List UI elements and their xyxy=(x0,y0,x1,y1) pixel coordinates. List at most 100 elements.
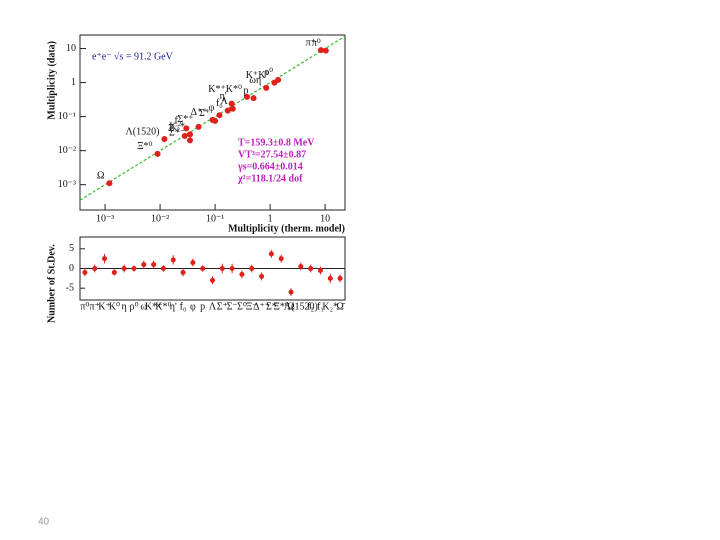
data-point xyxy=(161,135,168,142)
data-point xyxy=(187,131,194,138)
x-tick-label: Ω xyxy=(287,301,294,312)
data-point xyxy=(106,180,113,187)
point-label: Σ*⁺ xyxy=(177,114,193,125)
data-point xyxy=(327,275,333,281)
x-tick-label: Σ⁺ xyxy=(217,301,228,312)
x-tick-label: Σ⁰ xyxy=(237,301,247,312)
data-point xyxy=(190,260,196,266)
x-tick-label: 10⁻³ xyxy=(96,213,114,224)
x-axis-label: Multiplicity (therm. model) xyxy=(228,223,345,234)
point-label: φ xyxy=(209,102,215,113)
page-number: 40 xyxy=(38,517,50,528)
x-tick-label: ω xyxy=(140,301,147,312)
point-label: K₂* xyxy=(169,122,185,133)
point-label: Σ*⁻ xyxy=(169,128,185,139)
x-tick-label: f₀ xyxy=(180,301,187,312)
data-point xyxy=(249,266,255,271)
point-label: f₀ xyxy=(216,98,223,109)
point-label: K*⁺K*⁰ xyxy=(208,84,242,95)
point-label: Δ⁺⁺ xyxy=(191,107,208,118)
data-point xyxy=(229,266,235,271)
point-label: f₂ xyxy=(175,116,182,127)
data-point xyxy=(239,271,245,277)
y-axis-label: Number of St.Dev. xyxy=(46,244,57,323)
y-tick-label: 1 xyxy=(71,77,76,88)
data-point xyxy=(102,256,108,262)
data-point xyxy=(154,150,161,157)
point-label: ρ⁰ xyxy=(264,67,273,78)
data-point xyxy=(298,264,304,270)
x-tick-label: K⁰ xyxy=(109,301,120,312)
point-label: p xyxy=(244,85,249,96)
data-point xyxy=(216,112,223,119)
data-point xyxy=(219,266,225,271)
y-tick-label: 10 xyxy=(66,43,76,54)
fit-annotation: γs=0.664±0.014 xyxy=(237,161,303,172)
data-point xyxy=(151,262,157,268)
data-point xyxy=(224,107,231,114)
data-point xyxy=(187,137,194,144)
x-tick-label: Σ* xyxy=(266,301,277,312)
x-tick-label: f₁ xyxy=(317,301,324,312)
point-label: Ω xyxy=(97,171,104,182)
x-tick-label: π⁰ xyxy=(80,301,89,312)
data-point xyxy=(228,100,235,107)
data-point xyxy=(183,125,190,132)
x-tick-label: 10 xyxy=(320,213,330,224)
point-label: Σ⁺ xyxy=(199,108,210,119)
y-tick-label: 10⁻¹ xyxy=(58,111,76,122)
y-tick-label: -5 xyxy=(66,282,74,293)
x-tick-label: K⁺ xyxy=(98,301,111,312)
data-point xyxy=(275,76,282,83)
x-tick-label: Ξ*⁰ xyxy=(273,301,288,312)
plot-frame xyxy=(79,34,346,211)
data-point xyxy=(82,269,88,275)
data-point xyxy=(160,266,166,271)
data-point xyxy=(317,47,324,54)
data-point xyxy=(278,256,284,262)
x-tick-label: Ξ⁻ xyxy=(246,301,258,312)
data-point xyxy=(200,266,206,271)
point-label: K⁺K⁰ xyxy=(246,70,270,81)
x-tick-label: ρ⁰ xyxy=(129,301,138,312)
data-point xyxy=(288,289,294,295)
x-tick-label: K₂* xyxy=(322,301,338,312)
x-tick-label: K*⁺ xyxy=(145,301,163,312)
data-point xyxy=(322,47,329,54)
point-label: Ξ⁻ xyxy=(168,123,180,134)
data-point xyxy=(131,266,137,271)
point-label: Λ(1520) xyxy=(126,126,160,137)
chart-title: e⁺e⁻ √s = 91.2 GeV xyxy=(92,51,174,62)
x-tick-label: 1 xyxy=(268,213,273,224)
x-tick-label: π⁺ xyxy=(90,301,100,312)
x-tick-label: 10⁻¹ xyxy=(206,213,224,224)
y-tick-label: 10⁻³ xyxy=(58,179,76,190)
data-point xyxy=(121,266,127,271)
data-point xyxy=(268,251,274,257)
x-tick-label: f₂ xyxy=(307,301,314,312)
x-tick-label: 10⁻² xyxy=(151,213,169,224)
fit-annotation: VT³=27.54±0.87 xyxy=(238,149,306,160)
data-point xyxy=(92,266,98,271)
data-point xyxy=(308,266,314,271)
data-point xyxy=(259,273,265,279)
fit-annotation: χ²=118.1/24 dof xyxy=(237,173,303,184)
data-point xyxy=(195,123,202,130)
point-label: η' xyxy=(220,91,227,102)
x-tick-label: Λ xyxy=(209,301,217,312)
data-point xyxy=(337,275,343,281)
x-tick-label: η' xyxy=(170,301,177,312)
x-tick-label: Δ⁺⁺ xyxy=(253,301,270,312)
data-point xyxy=(229,105,236,112)
data-point xyxy=(263,84,270,91)
data-point xyxy=(141,262,147,268)
data-point xyxy=(181,132,188,139)
point-label: Λ xyxy=(221,96,229,107)
y-tick-label: 5 xyxy=(69,243,74,254)
point-label: π⁺ xyxy=(306,37,316,48)
y-axis-label: Multiplicity (data) xyxy=(46,41,57,120)
point-label: π⁰ xyxy=(312,38,321,49)
data-point xyxy=(180,269,186,275)
fit-annotation: T=159.3±0.8 MeV xyxy=(238,137,315,148)
